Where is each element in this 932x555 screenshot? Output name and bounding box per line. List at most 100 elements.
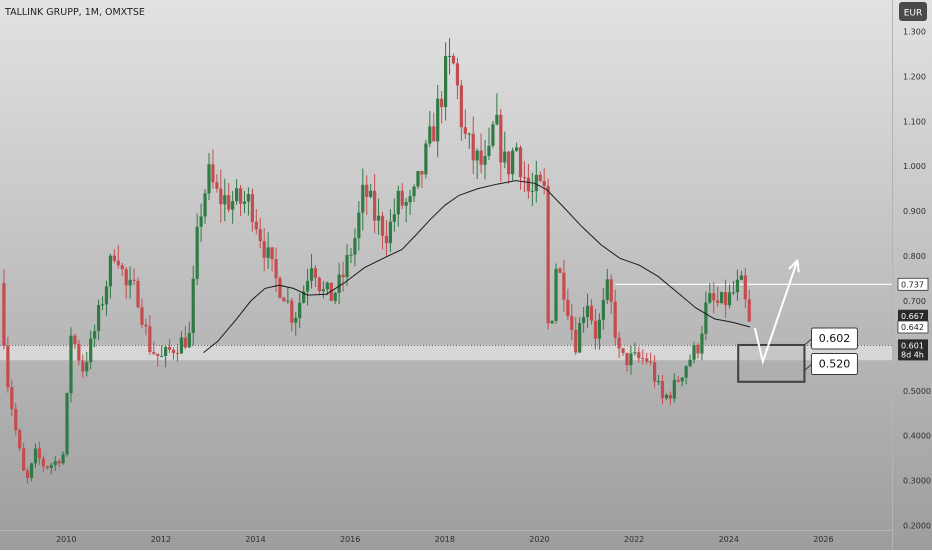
price-label: 8d 4h <box>901 350 924 359</box>
candle <box>585 293 590 329</box>
candle <box>124 266 128 300</box>
callout-upper: 0.602 <box>804 327 858 350</box>
candle <box>191 265 195 346</box>
candle <box>708 283 712 305</box>
y-tick-label: 1.200 <box>903 72 926 81</box>
candle <box>597 313 601 350</box>
candle <box>219 169 223 223</box>
y-tick-label: 0.700 <box>903 297 926 306</box>
x-tick-label: 2026 <box>813 535 833 544</box>
candle <box>558 266 562 274</box>
candle <box>207 152 211 201</box>
candle <box>739 270 743 281</box>
candle <box>562 259 566 313</box>
candle <box>329 282 333 301</box>
candle <box>112 249 116 264</box>
candle <box>578 317 582 353</box>
candle <box>542 168 546 195</box>
candle <box>408 189 412 215</box>
candle <box>305 268 310 306</box>
candle <box>365 175 369 215</box>
candle <box>223 178 227 222</box>
candle <box>574 317 578 355</box>
candle <box>108 253 113 299</box>
candle <box>187 321 191 348</box>
candle <box>164 344 168 368</box>
candle <box>298 293 302 329</box>
candle <box>144 318 148 336</box>
support-band <box>0 344 892 361</box>
candle <box>337 262 341 305</box>
candle <box>361 168 365 231</box>
candle <box>491 120 495 149</box>
candle <box>633 342 637 356</box>
candle <box>645 352 649 365</box>
projection-arrowhead <box>788 259 800 273</box>
candle <box>250 188 254 232</box>
candle <box>128 266 132 299</box>
candle <box>680 377 684 387</box>
candle <box>684 365 688 385</box>
candle <box>85 351 89 377</box>
candle <box>424 139 428 179</box>
candle <box>345 244 349 286</box>
candle <box>396 185 400 227</box>
candle <box>140 298 144 328</box>
candle <box>447 38 452 75</box>
candle <box>116 244 120 269</box>
candle <box>203 188 207 224</box>
candle <box>723 279 728 318</box>
candle <box>522 161 527 193</box>
candle <box>554 263 558 324</box>
y-tick-label: 0.2000 <box>903 522 931 531</box>
price-label-box <box>897 320 929 334</box>
price-label: 0.667 <box>901 312 924 321</box>
y-tick-label: 0.5000 <box>903 387 931 396</box>
candle <box>73 333 77 350</box>
candle <box>641 349 645 365</box>
candle <box>333 291 337 305</box>
candle <box>400 183 404 210</box>
candle <box>14 402 18 436</box>
chart-title: TALLINK GRUPP, 1M, OMXTSE <box>4 7 145 18</box>
candle <box>384 220 389 257</box>
candle <box>467 132 471 149</box>
candle <box>136 277 140 309</box>
candle <box>546 178 550 330</box>
x-tick-label: 2014 <box>245 535 265 544</box>
currency-button[interactable]: EUR <box>899 2 927 21</box>
candle <box>53 456 57 471</box>
candle <box>179 331 183 354</box>
candle <box>676 375 680 383</box>
candle <box>282 296 286 302</box>
candle <box>475 148 479 180</box>
candle <box>692 341 696 364</box>
candle <box>440 90 444 124</box>
candle <box>278 276 282 299</box>
candle <box>373 173 377 234</box>
candle <box>609 274 613 314</box>
candle <box>246 187 251 216</box>
candle <box>704 291 708 340</box>
candle <box>660 375 665 405</box>
y-tick-label: 1.000 <box>903 162 926 171</box>
candle <box>432 112 436 142</box>
candle <box>18 428 22 452</box>
candle <box>37 441 42 465</box>
price-label: 0.601 <box>901 341 924 350</box>
candle <box>416 171 420 190</box>
candle <box>507 150 511 184</box>
candle <box>148 314 152 355</box>
candle <box>479 133 483 174</box>
candle <box>294 311 298 336</box>
candle <box>77 339 81 366</box>
candle <box>471 116 475 174</box>
candle <box>593 309 598 350</box>
x-tick-label: 2024 <box>719 535 739 544</box>
candle <box>235 179 239 205</box>
callout-lower: 0.520 <box>804 353 858 376</box>
candle <box>61 451 65 465</box>
candle <box>266 232 270 269</box>
